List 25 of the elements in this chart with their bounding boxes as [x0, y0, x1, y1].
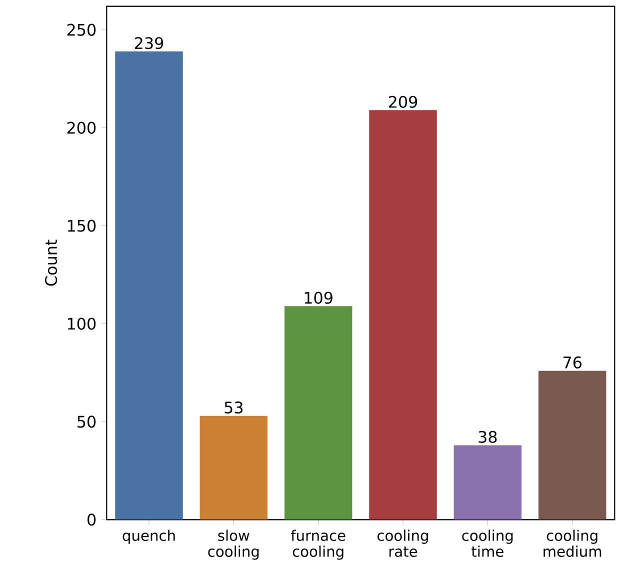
y-tick-label: 150 [68, 220, 96, 232]
bar [454, 445, 522, 520]
x-tick-label: slow cooling [208, 530, 259, 560]
bar [284, 306, 352, 520]
data-label: 239 [134, 37, 164, 50]
data-label: 76 [564, 356, 582, 368]
bar [369, 110, 437, 520]
bar [200, 416, 268, 520]
data-label: 109 [304, 292, 332, 304]
y-tick-label: 50 [78, 416, 96, 428]
bar [115, 51, 183, 520]
x-tick-label: cooling medium [544, 530, 602, 557]
data-label: 53 [224, 401, 243, 414]
x-tick-label: quench [122, 530, 175, 544]
y-tick-label: 0 [88, 514, 96, 526]
bar [538, 370, 606, 520]
data-label: 209 [388, 96, 418, 108]
x-tick-label: cooling time [462, 530, 513, 557]
y-axis-title: Count [45, 240, 58, 286]
y-tick-label: 100 [68, 318, 96, 330]
x-tick-label: cooling rate [378, 530, 428, 557]
y-tick-label: 250 [67, 24, 96, 36]
x-tick-label: furnace cooling [290, 530, 346, 560]
y-tick-label: 200 [67, 122, 96, 134]
data-label: 38 [478, 430, 497, 443]
